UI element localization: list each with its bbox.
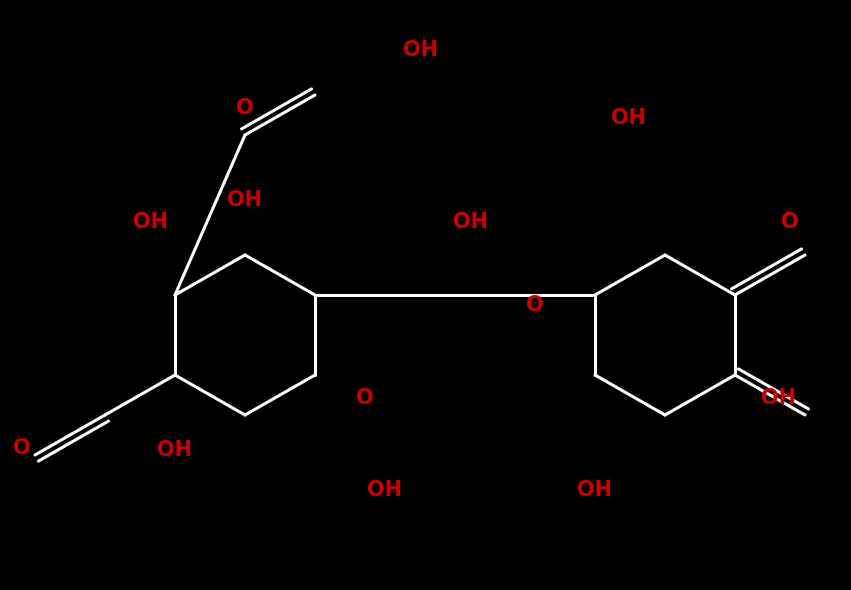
Text: OH: OH [133, 212, 168, 232]
Text: O: O [357, 388, 374, 408]
Text: OH: OH [157, 440, 192, 460]
Text: OH: OH [453, 212, 488, 232]
Text: OH: OH [578, 480, 613, 500]
Text: OH: OH [368, 480, 403, 500]
Text: OH: OH [610, 108, 646, 128]
Text: O: O [781, 212, 799, 232]
Text: O: O [13, 438, 31, 458]
Text: OH: OH [761, 388, 796, 408]
Text: OH: OH [227, 190, 262, 210]
Text: O: O [237, 98, 254, 118]
Text: O: O [526, 295, 544, 315]
Text: OH: OH [403, 40, 437, 60]
